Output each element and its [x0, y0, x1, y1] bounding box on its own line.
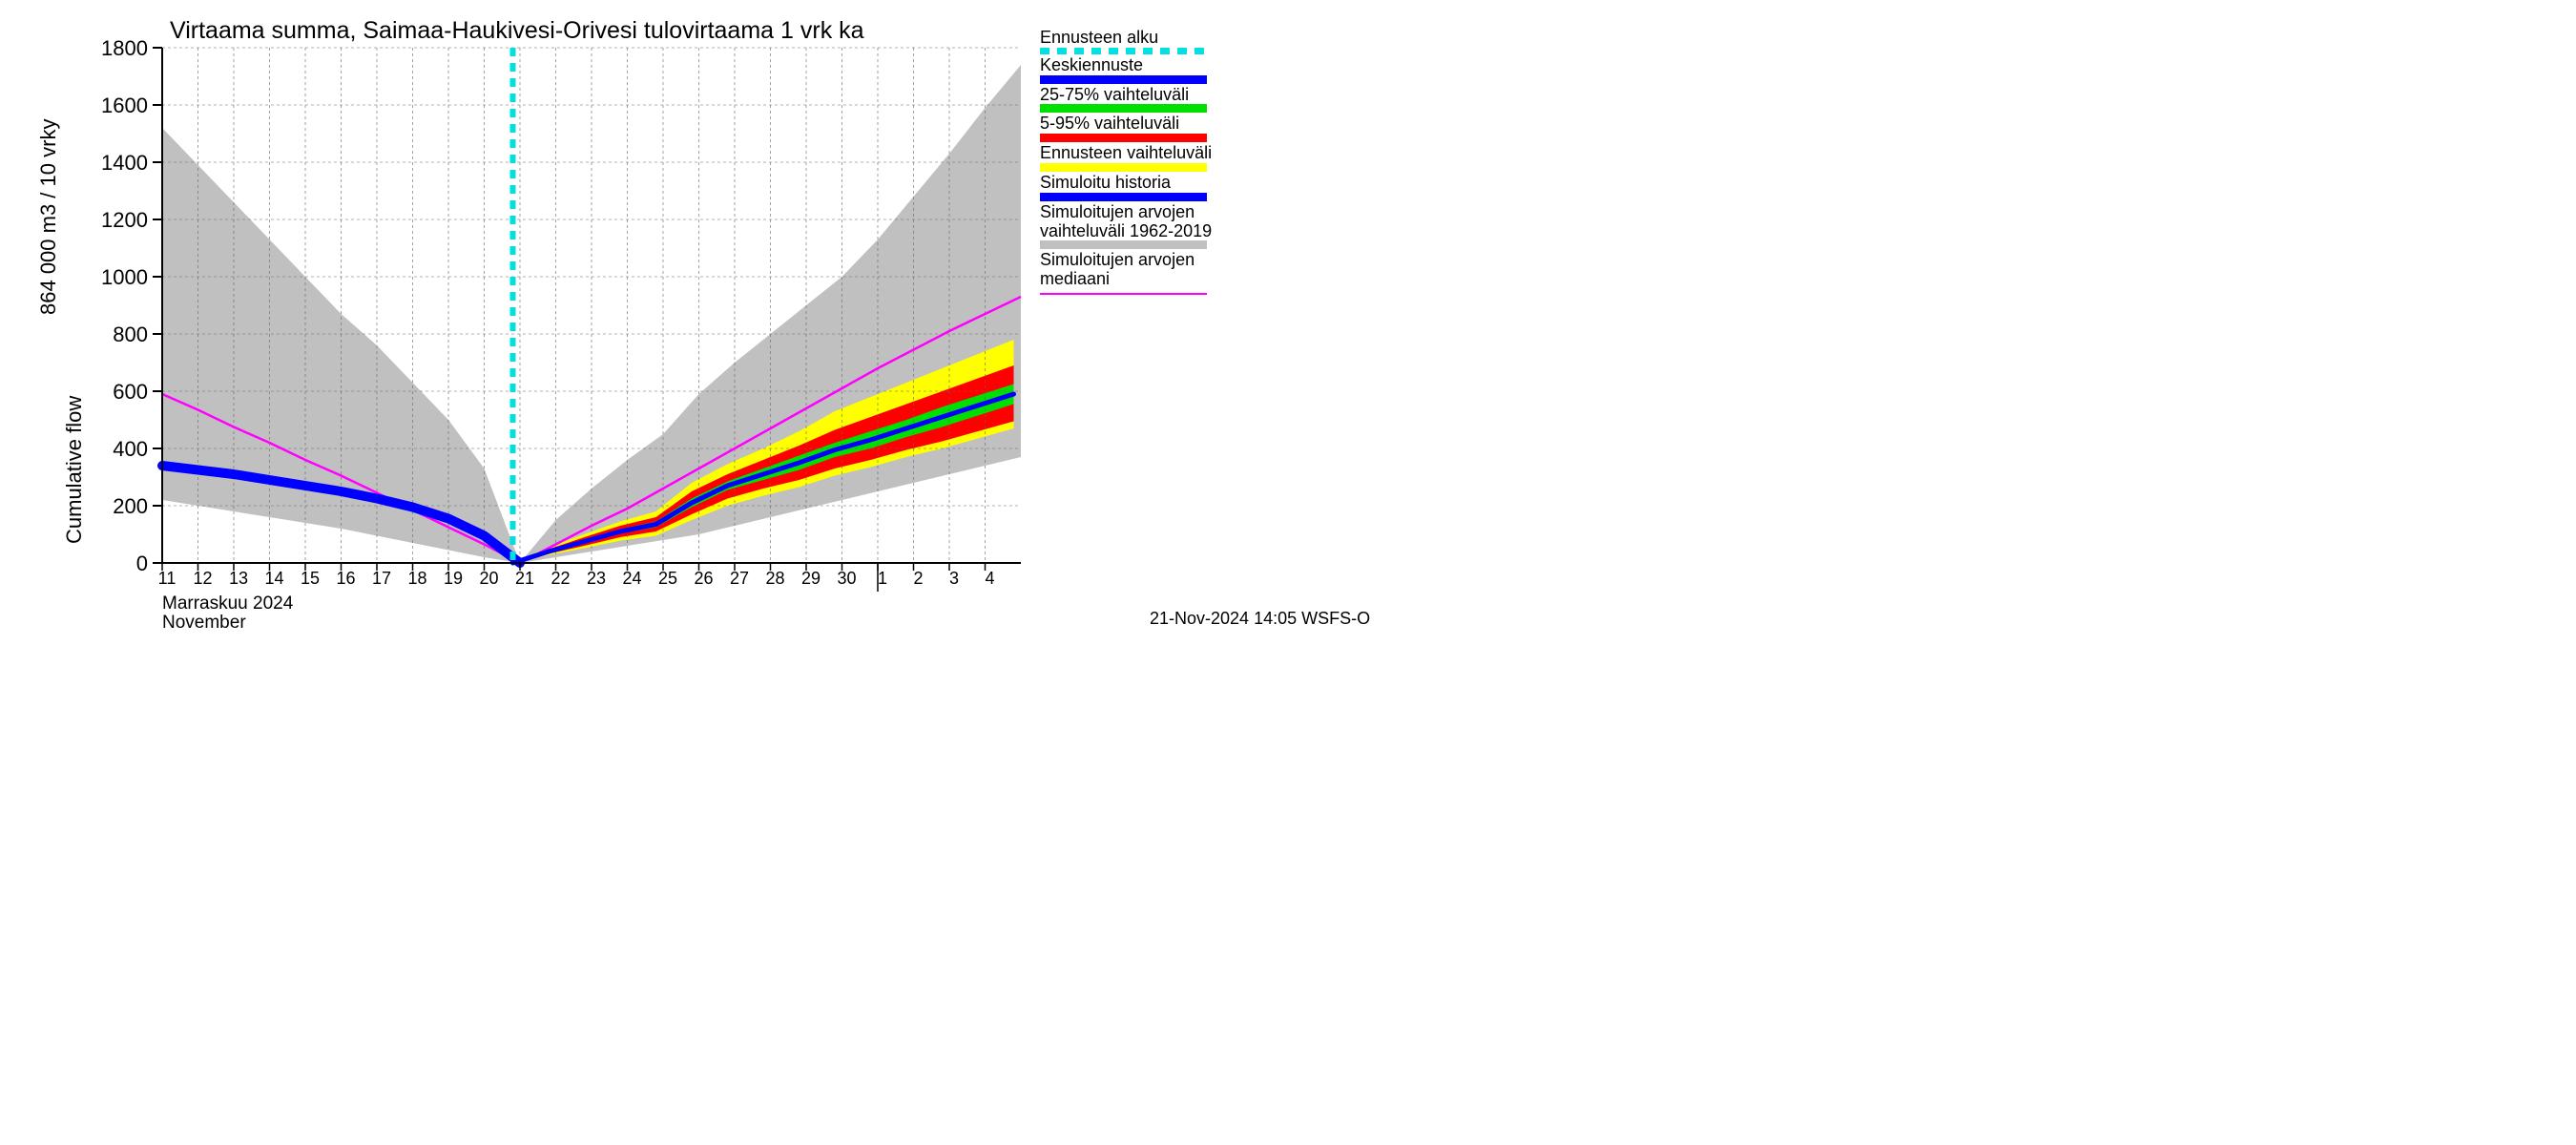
x-tick-label: 23 [582, 569, 611, 589]
x-tick-label: 25 [654, 569, 682, 589]
chart-container: Virtaama summa, Saimaa-Haukivesi-Orivesi… [0, 0, 1431, 635]
y-tick-label: 400 [91, 437, 148, 462]
x-tick-label: 4 [976, 569, 1005, 589]
x-tick-label: 13 [224, 569, 253, 589]
legend-label: Keskiennuste [1040, 56, 1231, 75]
legend-swatch [1040, 134, 1207, 142]
x-tick-label: 18 [404, 569, 432, 589]
x-tick-label: 16 [332, 569, 361, 589]
y-tick-label: 1200 [91, 208, 148, 233]
x-tick-label: 22 [547, 569, 575, 589]
legend-item: Simuloitujen arvojen mediaani [1040, 251, 1231, 295]
y-tick-label: 1000 [91, 265, 148, 290]
legend-swatch [1040, 193, 1207, 201]
legend-label: 5-95% vaihteluväli [1040, 114, 1231, 134]
y-tick-label: 800 [91, 323, 148, 347]
legend-item: 5-95% vaihteluväli [1040, 114, 1231, 142]
legend-label: Ennusteen vaihteluväli [1040, 144, 1231, 163]
y-tick-label: 600 [91, 380, 148, 405]
legend-item: Ennusteen alku [1040, 29, 1231, 54]
x-tick-label: 24 [618, 569, 647, 589]
x-month-label-1b: November [162, 613, 246, 634]
legend-swatch [1040, 240, 1207, 249]
legend-label: Simuloitujen arvojen vaihteluväli 1962-2… [1040, 203, 1231, 241]
x-tick-label: 30 [833, 569, 862, 589]
legend-swatch [1040, 163, 1207, 172]
legend-label: Ennusteen alku [1040, 29, 1231, 48]
y-tick-label: 1400 [91, 151, 148, 176]
x-tick-label: 29 [797, 569, 825, 589]
legend-swatch [1040, 75, 1207, 84]
x-tick-label: 12 [189, 569, 218, 589]
x-tick-label: 19 [439, 569, 467, 589]
x-tick-label: 20 [475, 569, 504, 589]
x-tick-label: 1 [868, 569, 897, 589]
x-tick-label: 28 [761, 569, 790, 589]
legend-item: Keskiennuste [1040, 56, 1231, 84]
x-month-label-1a: Marraskuu 2024 [162, 593, 293, 614]
legend-label: Simuloitu historia [1040, 174, 1231, 193]
legend-item: Simuloitu historia [1040, 174, 1231, 201]
y-tick-label: 200 [91, 494, 148, 519]
x-tick-label: 26 [690, 569, 718, 589]
legend-label: Simuloitujen arvojen mediaani [1040, 251, 1231, 289]
legend-item: Simuloitujen arvojen vaihteluväli 1962-2… [1040, 203, 1231, 250]
y-tick-label: 1800 [91, 36, 148, 61]
x-tick-label: 17 [367, 569, 396, 589]
y-tick-label: 0 [91, 552, 148, 576]
x-tick-label: 14 [260, 569, 289, 589]
legend-swatch [1040, 293, 1207, 295]
legend-item: Ennusteen vaihteluväli [1040, 144, 1231, 172]
legend-item: 25-75% vaihteluväli [1040, 86, 1231, 114]
footer-timestamp: 21-Nov-2024 14:05 WSFS-O [1150, 609, 1370, 629]
legend-label: 25-75% vaihteluväli [1040, 86, 1231, 105]
x-tick-label: 21 [510, 569, 539, 589]
x-tick-label: 2 [904, 569, 933, 589]
legend-swatch [1040, 48, 1207, 54]
legend-swatch [1040, 104, 1207, 113]
legend: Ennusteen alku Keskiennuste 25-75% vaihtel… [1040, 29, 1231, 299]
x-tick-label: 27 [725, 569, 754, 589]
y-tick-label: 1600 [91, 94, 148, 118]
x-tick-label: 3 [940, 569, 968, 589]
x-tick-label: 11 [153, 569, 181, 589]
x-tick-label: 15 [296, 569, 324, 589]
